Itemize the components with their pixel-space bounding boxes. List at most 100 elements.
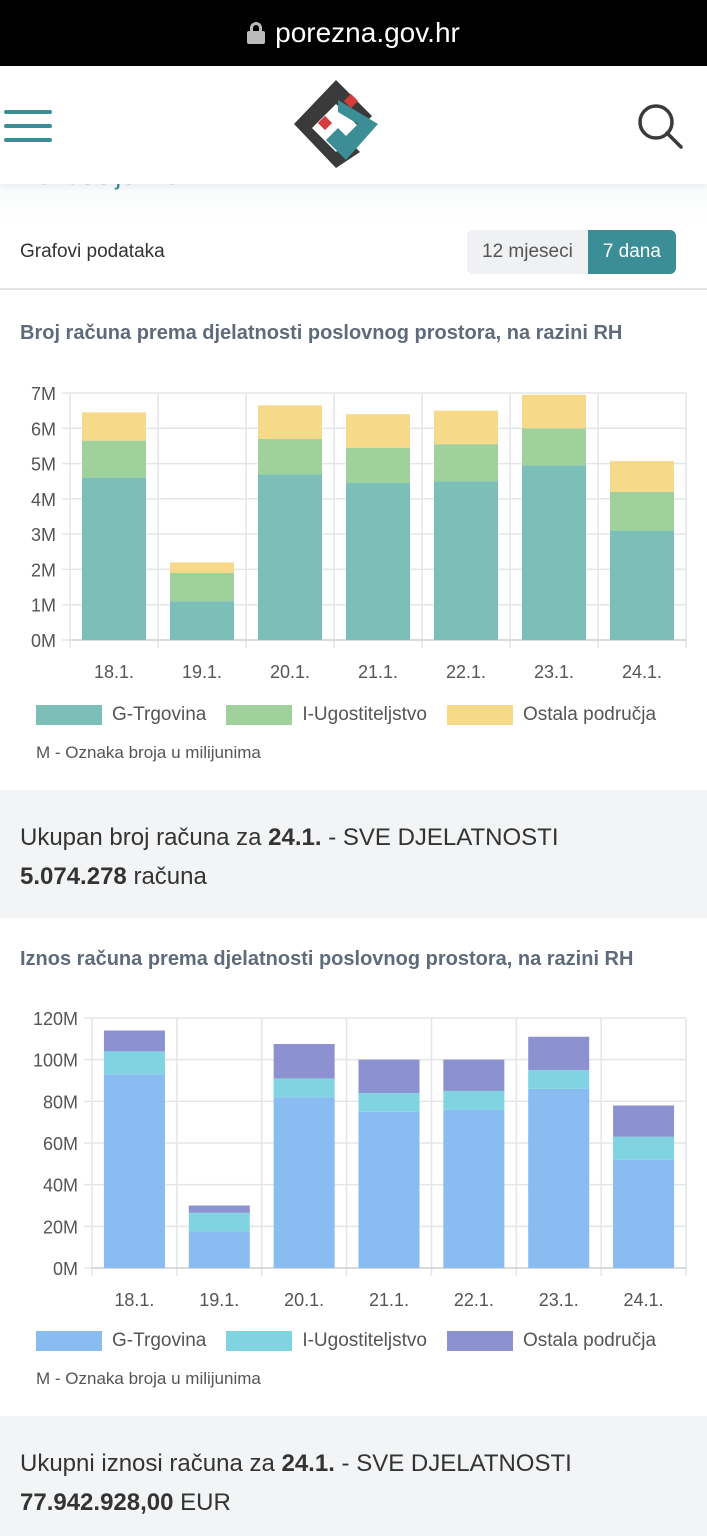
amount-chart-legend: G-Trgovina I-Ugostiteljstvo Ostala podru… [36, 1330, 676, 1352]
count-chart: 0M 1M 2M 3M 4M 5M 6M 7M 18.1. 19.1. 20.1. 21.1. 22.1… [31, 384, 687, 682]
amount-summary-line-2: 77.942.928,00 EUR [20, 1483, 687, 1522]
legend-item-i-ugostiteljstvo[interactable]: I-Ugostiteljstvo [226, 704, 427, 726]
legend-item-ostala-podrucja[interactable]: Ostala područja [446, 1330, 657, 1352]
bar-segment[interactable] [522, 394, 586, 429]
tab-7-dana[interactable]: 7 dana [587, 230, 676, 274]
bar-segment[interactable] [434, 444, 498, 482]
legend-item-ostala-podrucja[interactable]: Ostala područja [446, 704, 657, 726]
x-tick-label: 22.1. [446, 662, 486, 682]
x-tick-label: 23.1. [539, 1290, 579, 1310]
legend-swatch [36, 705, 102, 725]
summary-date: 24.1. [268, 824, 322, 851]
legend-swatch [446, 1331, 513, 1351]
count-summary-line-2: 5.074.278 računa [20, 857, 687, 896]
y-tick-label: 0M [53, 1259, 78, 1279]
bar-segment[interactable] [434, 410, 498, 445]
x-tick-label: 24.1. [624, 1290, 664, 1310]
bar-segment[interactable] [258, 438, 322, 475]
bar-segment[interactable] [346, 414, 410, 448]
bar-segment[interactable] [103, 1051, 165, 1075]
legend-item-i-ugostiteljstvo[interactable]: I-Ugostiteljstvo [226, 1330, 427, 1352]
amount-chart-section: Iznos računa prema djelatnosti poslovnog… [0, 918, 707, 1416]
bar-segment[interactable] [610, 491, 674, 531]
hamburger-menu-icon[interactable] [4, 108, 54, 144]
bar-segment[interactable] [528, 1070, 590, 1089]
legend-label: Ostala područja [522, 704, 657, 725]
bar-segment[interactable] [522, 428, 586, 466]
y-tick-label: 0M [31, 631, 56, 651]
bar-segment[interactable] [273, 1044, 335, 1079]
legend-swatch [446, 705, 513, 725]
amount-summary-line-1: Ukupni iznosi računa za 24.1. - SVE DJEL… [20, 1444, 687, 1483]
legend-swatch [226, 1331, 293, 1351]
bar-segment[interactable] [258, 474, 322, 640]
y-tick-label: 7M [31, 384, 56, 404]
summary-prefix: Ukupni iznosi računa za [20, 1450, 275, 1477]
x-tick-label: 20.1. [270, 662, 310, 682]
bar-segment[interactable] [188, 1212, 250, 1232]
bar-segment[interactable] [613, 1136, 675, 1160]
bar-segment[interactable] [358, 1111, 420, 1268]
legend-swatch [36, 1331, 102, 1351]
bar-segment[interactable] [522, 465, 586, 640]
porezna-logo-icon[interactable] [290, 76, 382, 168]
search-icon[interactable] [636, 102, 684, 150]
x-tick-label: 21.1. [369, 1290, 409, 1310]
bar-segment[interactable] [103, 1074, 165, 1268]
bar-segment[interactable] [528, 1036, 590, 1071]
y-tick-label: 4M [31, 490, 56, 510]
amount-chart: 0M 20M 40M 60M 80M 100M 120M 18.1. 19.1. 20.1. 21.… [33, 1009, 687, 1310]
bar-segment[interactable] [82, 477, 146, 640]
bar-segment[interactable] [443, 1059, 505, 1091]
period-toggle: 12 mjeseci 7 dana [467, 230, 676, 274]
x-tick-label: 23.1. [534, 662, 574, 682]
url-text: porezna.gov.hr [275, 17, 460, 48]
bar-segment[interactable] [273, 1078, 335, 1098]
y-tick-label: 6M [31, 419, 56, 439]
x-tick-label: 21.1. [358, 662, 398, 682]
y-tick-label: 60M [43, 1134, 78, 1154]
summary-suffix: - SVE DJELATNOSTI [328, 824, 559, 851]
browser-url-bar[interactable]: porezna.gov.hr [0, 0, 707, 66]
bar-segment[interactable] [170, 601, 234, 640]
y-tick-label: 40M [43, 1176, 78, 1196]
legend-label: I-Ugostiteljstvo [302, 1330, 427, 1351]
bar-segment[interactable] [358, 1059, 420, 1093]
legend-item-g-trgovina[interactable]: G-Trgovina [36, 704, 206, 726]
legend-label: G-Trgovina [112, 704, 207, 725]
bar-segment[interactable] [610, 461, 674, 492]
bar-segment[interactable] [82, 440, 146, 478]
bar-segment[interactable] [170, 572, 234, 602]
bar-segment[interactable] [346, 482, 410, 640]
bar-segment[interactable] [443, 1109, 505, 1268]
bar-segment[interactable] [610, 530, 674, 640]
count-chart-legend: G-Trgovina I-Ugostiteljstvo Ostala podru… [36, 704, 676, 726]
bar-segment[interactable] [170, 562, 234, 573]
legend-label: Ostala područja [522, 1330, 657, 1351]
amount-chart-title: Iznos računa prema djelatnosti poslovnog… [20, 948, 634, 970]
y-tick-label: 80M [43, 1092, 78, 1112]
bar-segment[interactable] [273, 1097, 335, 1268]
bar-segment[interactable] [188, 1205, 250, 1213]
bar-segment[interactable] [103, 1030, 165, 1052]
bar-segment[interactable] [443, 1090, 505, 1110]
amount-summary: Ukupni iznosi računa za 24.1. - SVE DJEL… [0, 1416, 707, 1536]
x-tick-label: 18.1. [94, 662, 134, 682]
bar-segment[interactable] [346, 447, 410, 483]
bar-segment[interactable] [613, 1159, 675, 1268]
bar-segment[interactable] [82, 412, 146, 441]
bar-segment[interactable] [434, 481, 498, 640]
bar-segment[interactable] [528, 1088, 590, 1268]
count-chart-section: Broj računa prema djelatnosti poslovnog … [0, 292, 707, 790]
bar-segment[interactable] [258, 405, 322, 439]
summary-prefix: Ukupan broj računa za [20, 824, 262, 851]
x-tick-label: 19.1. [199, 1290, 239, 1310]
bar-segment[interactable] [613, 1105, 675, 1137]
y-tick-label: 100M [33, 1051, 78, 1071]
bar-segment[interactable] [358, 1093, 420, 1112]
bar-segment[interactable] [188, 1231, 250, 1268]
tab-12-mjeseci[interactable]: 12 mjeseci [467, 230, 588, 274]
x-tick-label: 20.1. [284, 1290, 324, 1310]
legend-item-g-trgovina[interactable]: G-Trgovina [36, 1330, 206, 1352]
count-summary: Ukupan broj računa za 24.1. - SVE DJELAT… [0, 790, 707, 918]
